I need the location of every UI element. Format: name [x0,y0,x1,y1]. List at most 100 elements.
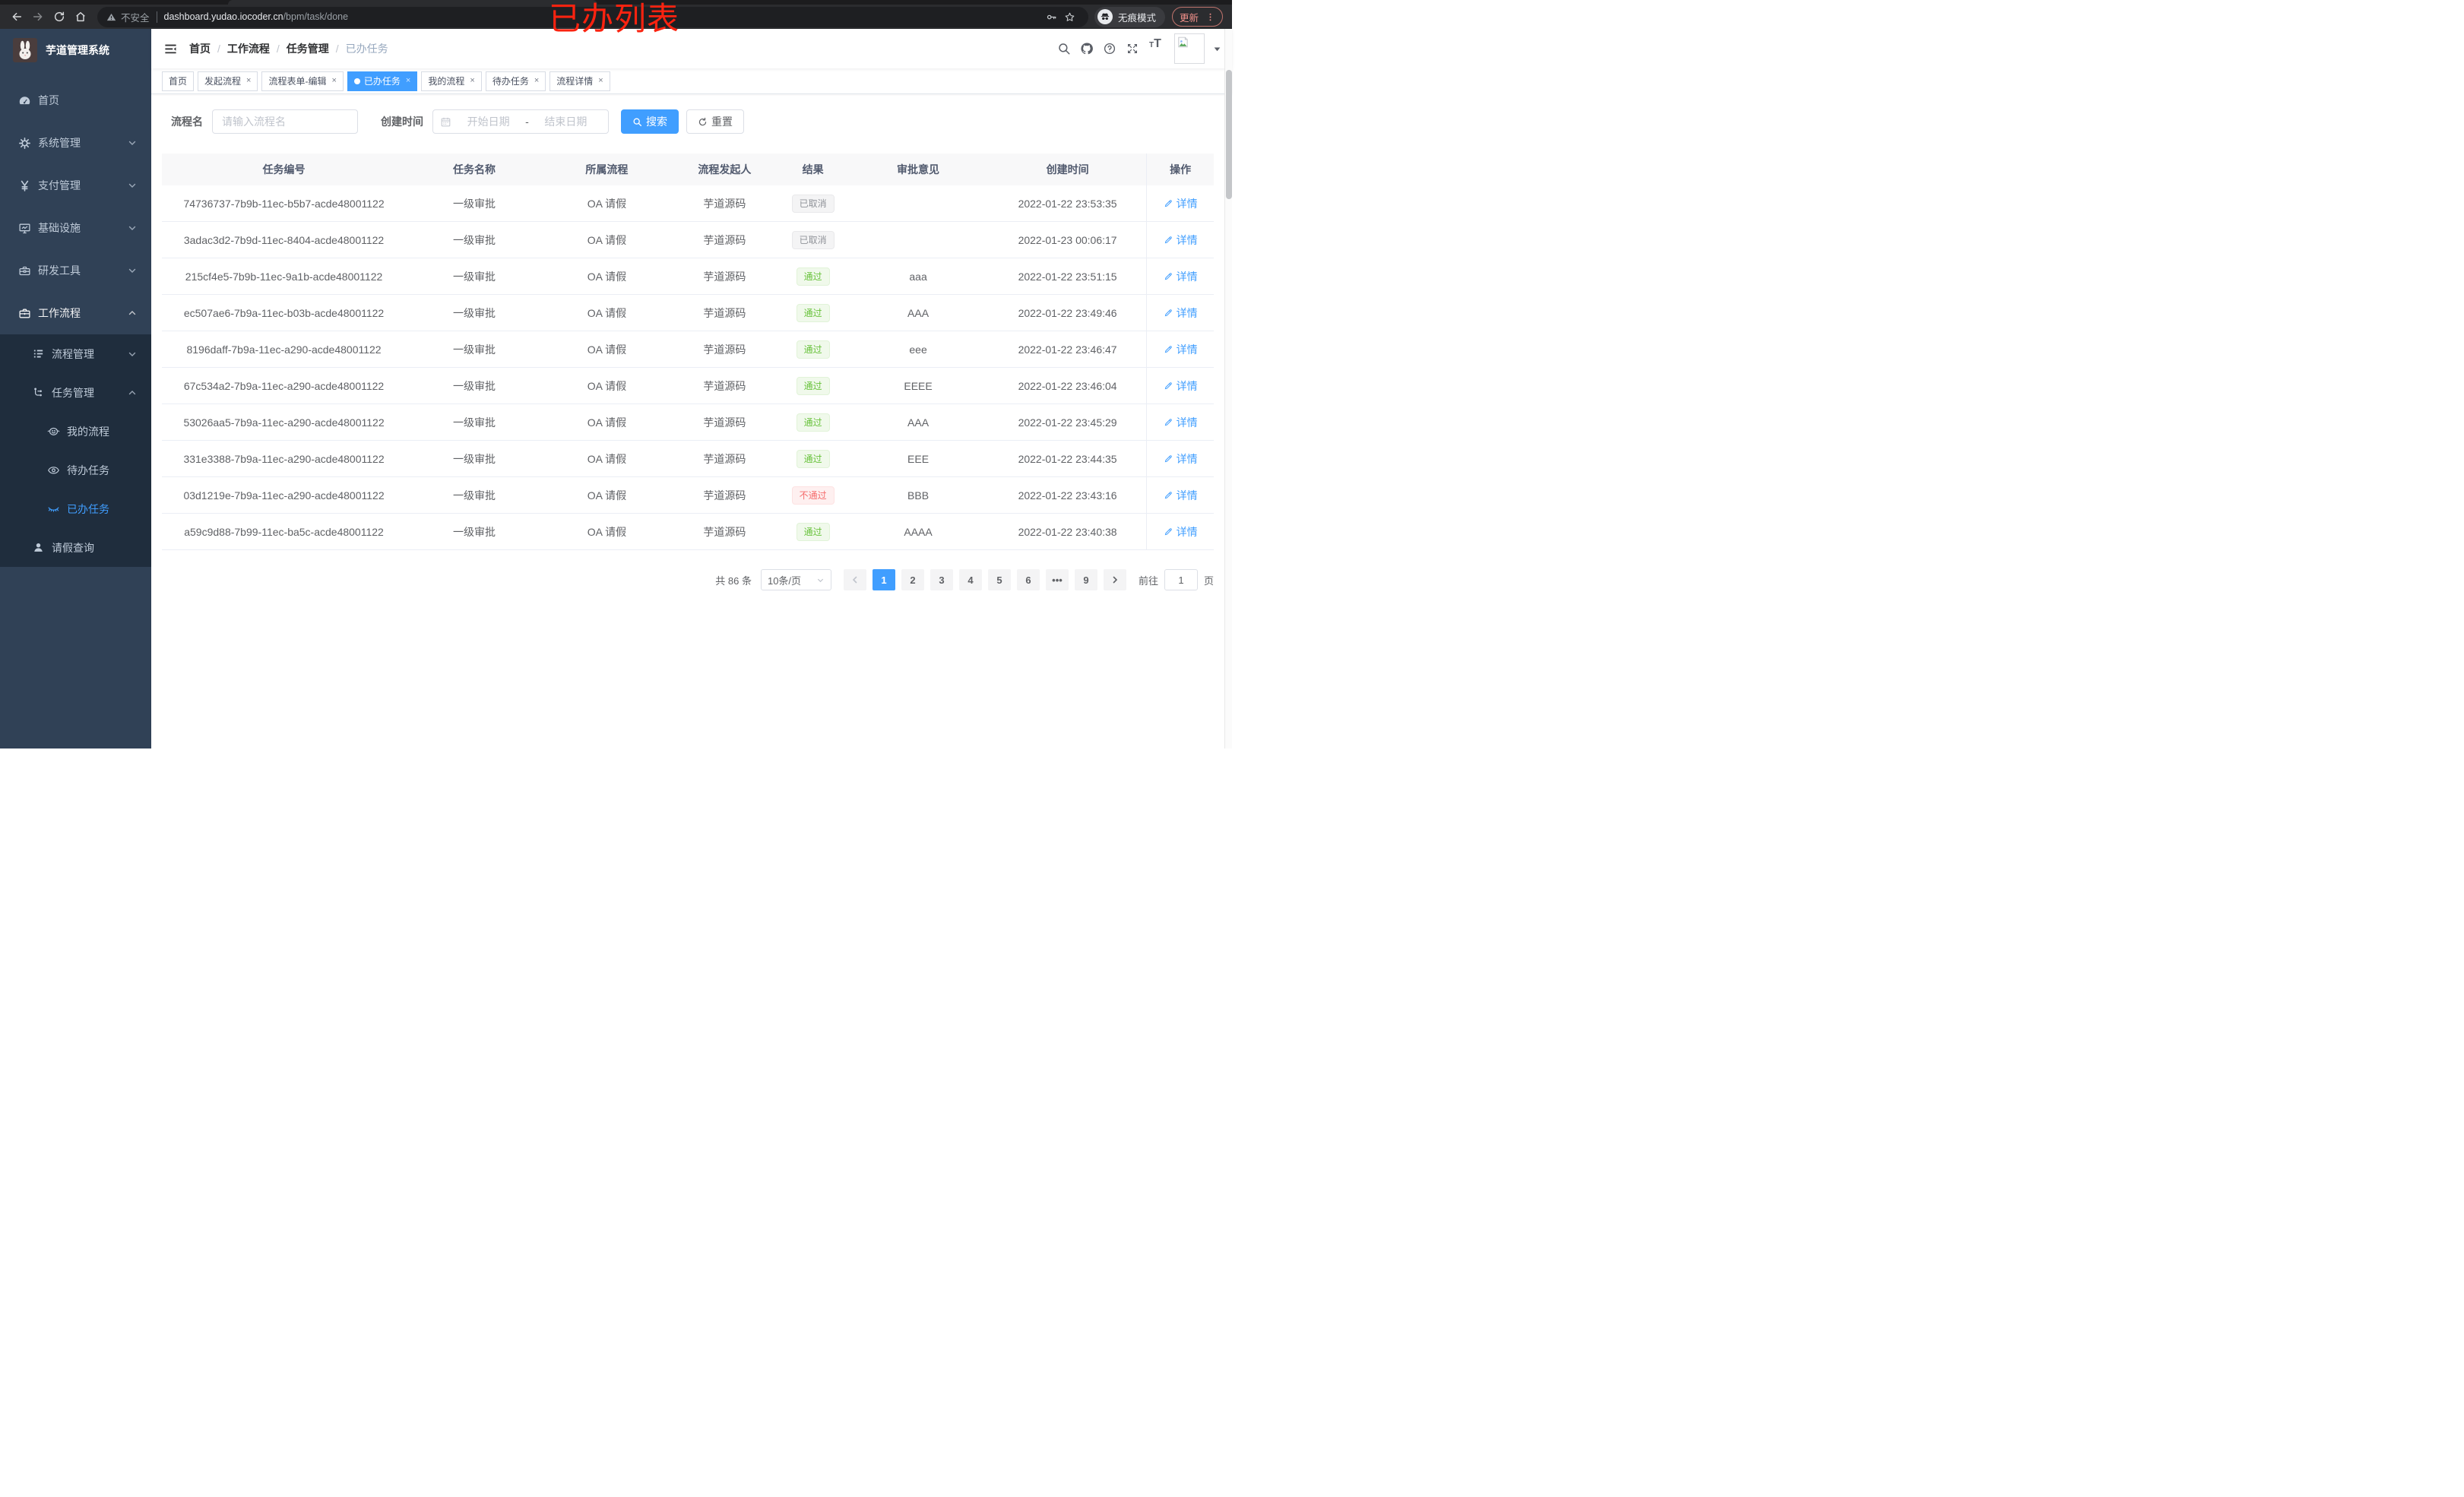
next-page-button[interactable] [1103,569,1126,590]
page-button-9[interactable]: 9 [1074,569,1097,590]
goto-page-input[interactable] [1164,569,1198,590]
action-cell: 详情 [1146,368,1214,404]
tab-close-icon[interactable]: × [331,76,337,85]
column-header: 创建时间 [1046,163,1089,176]
github-icon[interactable] [1075,37,1098,60]
detail-link[interactable]: 详情 [1164,196,1198,211]
task-name-cell: 一级审批 [453,525,496,538]
tab-close-icon[interactable]: × [405,76,411,85]
detail-link[interactable]: 详情 [1164,524,1198,540]
process-name-input[interactable] [212,109,358,134]
result-cell: 通过 [778,441,847,476]
browser-active-tab[interactable] [228,0,597,5]
breadcrumb-item[interactable]: 任务管理 [286,43,329,55]
detail-link[interactable]: 详情 [1164,305,1198,321]
detail-link[interactable]: 详情 [1164,378,1198,394]
prev-page-button[interactable] [843,569,866,590]
sidebar-item-my-process[interactable]: 我的流程 [0,412,151,451]
page-button-5[interactable]: 5 [987,569,1011,590]
tab-my-process[interactable]: 我的流程 × [421,71,482,91]
sidebar-logo-row[interactable]: 芋道管理系统 [0,29,151,71]
tab-process-form-edit[interactable]: 流程表单-编辑 × [261,71,344,91]
hamburger-icon[interactable] [157,36,183,62]
page-button-3[interactable]: 3 [930,569,953,590]
detail-link[interactable]: 详情 [1164,269,1198,284]
page-size-select[interactable]: 10条/页 [760,569,831,590]
sidebar-item-label: 我的流程 [67,425,109,438]
starter-cell: 芋道源码 [703,270,746,283]
detail-link[interactable]: 详情 [1164,488,1198,503]
task-name-cell: 一级审批 [453,306,496,319]
sidebar-item-leave-query[interactable]: 请假查询 [0,528,151,567]
detail-link[interactable]: 详情 [1164,342,1198,357]
tab-close-icon[interactable]: × [598,76,603,85]
created-time-cell: 2022-01-22 23:49:46 [1018,306,1117,319]
sidebar-item-todo-tasks[interactable]: 待办任务 [0,451,151,489]
avatar[interactable] [1174,33,1205,64]
action-cell: 详情 [1146,295,1214,331]
search-icon[interactable] [1053,37,1075,60]
process-cell: OA 请假 [587,379,627,392]
sidebar-item-process-management[interactable]: 流程管理 [0,334,151,373]
detail-link[interactable]: 详情 [1164,415,1198,430]
sidebar-item-task-management[interactable]: 任务管理 [0,373,151,412]
bookmark-star-icon[interactable] [1061,8,1079,26]
search-button[interactable]: 搜索 [621,109,679,134]
table-row: a59c9d88-7b99-11ec-ba5c-acde48001122 一级审批… [162,514,1214,550]
page-button-2[interactable]: 2 [901,569,924,590]
page-button-1[interactable]: 1 [872,569,895,590]
detail-link[interactable]: 详情 [1164,233,1198,248]
tab-close-icon[interactable]: × [534,76,540,85]
tab-close-icon[interactable]: × [470,76,475,85]
tab-start-process[interactable]: 发起流程 × [198,71,258,91]
sidebar-item-workflow[interactable]: 工作流程 [0,292,151,334]
date-end-placeholder[interactable]: 结束日期 [544,116,587,128]
column-header: 审批意见 [897,163,940,176]
sidebar-item-system-management[interactable]: 系统管理 [0,122,151,164]
sidebar-item-home[interactable]: 首页 [0,79,151,122]
sidebar-item-payment-management[interactable]: 支付管理 [0,164,151,207]
sidebar-item-done-tasks[interactable]: 已办任务 [0,489,151,528]
tab-label: 发起流程 [204,76,242,87]
page-button-6[interactable]: 6 [1016,569,1040,590]
date-range-picker[interactable]: 开始日期 - 结束日期 [432,109,609,134]
process-cell: OA 请假 [587,416,627,429]
caret-down-icon[interactable] [1213,45,1221,53]
result-cell: 已取消 [778,222,847,258]
kebab-menu-icon[interactable] [1205,12,1215,22]
created-time-cell: 2022-01-22 23:43:16 [1018,489,1117,502]
column-header: 结果 [802,163,824,176]
browser-back-icon[interactable] [6,7,27,27]
browser-home-icon[interactable] [70,7,91,27]
breadcrumb-item[interactable]: 工作流程 [226,43,270,55]
breadcrumb-item[interactable]: 首页 [189,43,211,55]
tab-done-tasks[interactable]: 已办任务 × [347,71,418,91]
reset-button[interactable]: 重置 [686,109,744,134]
tab-process-detail[interactable]: 流程详情 × [549,71,610,91]
sidebar-item-label: 首页 [38,94,59,106]
update-label: 更新 [1179,12,1199,24]
page-button-4[interactable]: 4 [958,569,982,590]
tab-home[interactable]: 首页 [162,71,195,91]
detail-link[interactable]: 详情 [1164,451,1198,467]
more-pages-button[interactable]: ••• [1045,569,1069,590]
password-key-icon[interactable] [1043,8,1061,26]
help-icon[interactable] [1098,37,1121,60]
flow-icon [32,386,45,399]
sidebar-item-dev-tools[interactable]: 研发工具 [0,249,151,292]
date-start-placeholder[interactable]: 开始日期 [467,116,510,128]
fullscreen-icon[interactable] [1121,37,1144,60]
browser-forward-icon[interactable] [27,7,49,27]
url-bar[interactable]: 不安全 dashboard.yudao.iocoder.cn/bpm/task/… [97,6,1088,27]
browser-reload-icon[interactable] [49,7,70,27]
starter-cell: 芋道源码 [703,452,746,465]
edit-pen-icon [1164,308,1173,318]
sidebar-item-infrastructure[interactable]: 基础设施 [0,207,151,249]
update-button[interactable]: 更新 [1171,7,1223,27]
tab-close-icon[interactable]: × [246,76,252,85]
scrollbar-thumb[interactable] [1226,70,1232,199]
process-cell: OA 请假 [587,197,627,210]
tab-todo-tasks[interactable]: 待办任务 × [485,71,546,91]
create-time-label: 创建时间 [381,116,423,128]
